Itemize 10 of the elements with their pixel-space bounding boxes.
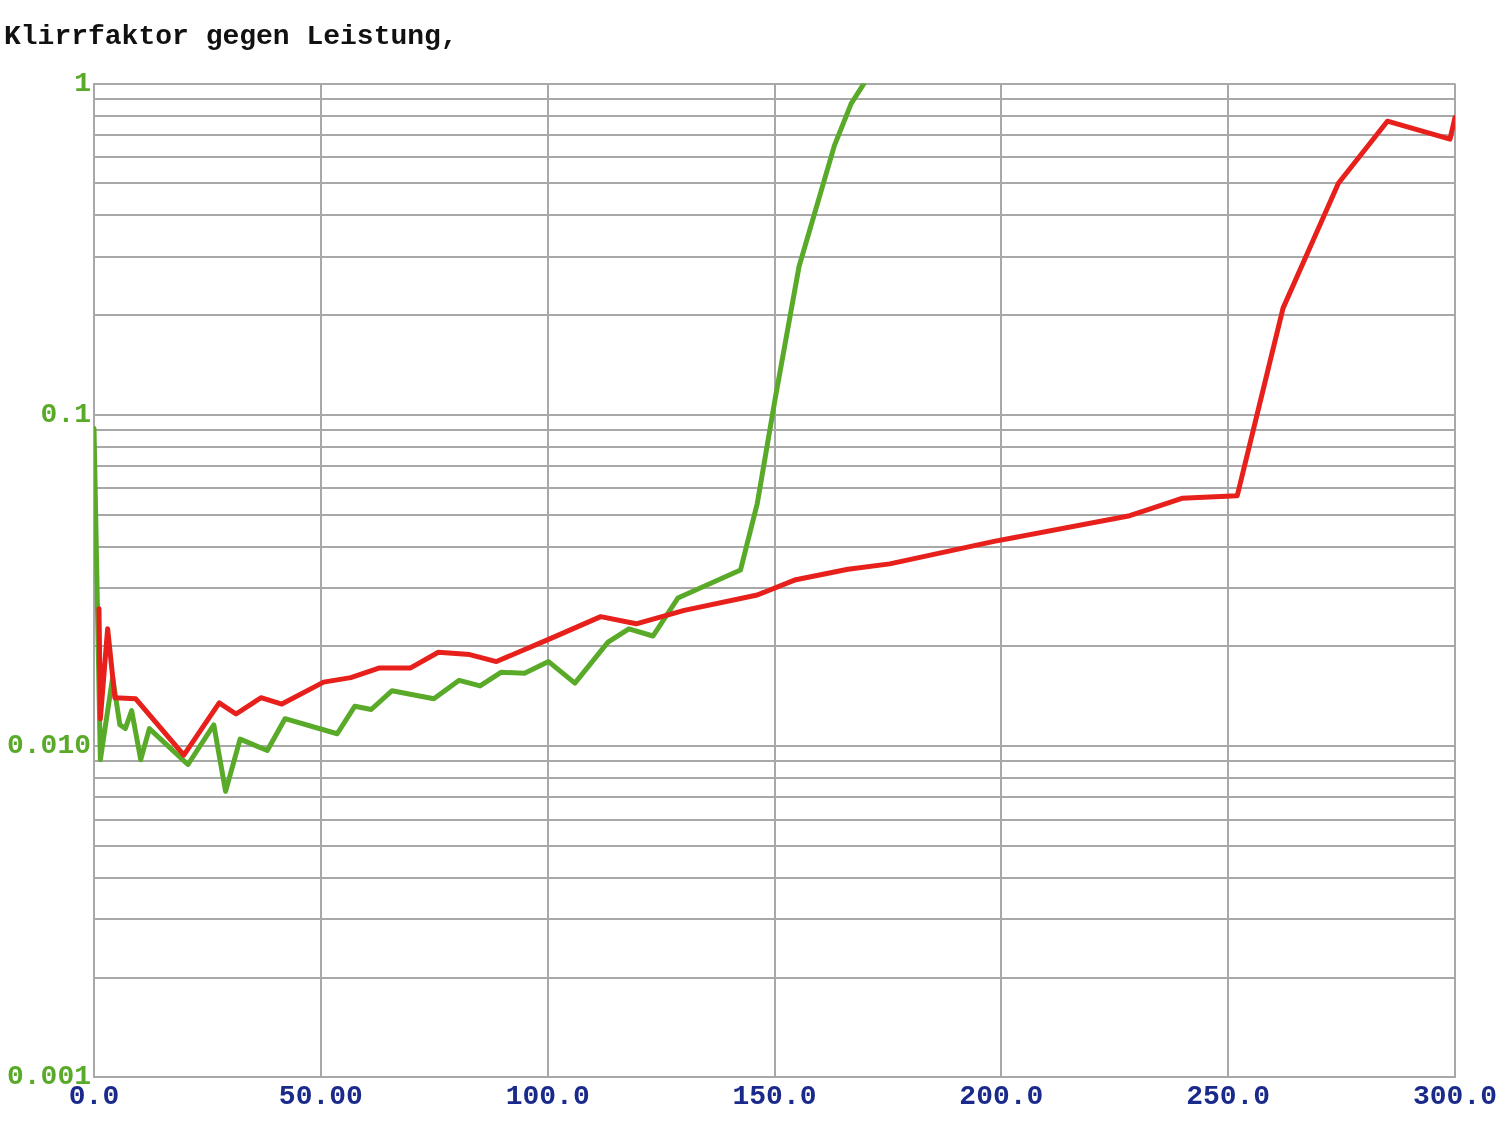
chart-title: Klirrfaktor gegen Leistung, bbox=[4, 20, 458, 52]
y-tick-label: 1 bbox=[74, 67, 92, 99]
x-tick-label: 50.00 bbox=[278, 1081, 363, 1113]
x-tick-label: 150.0 bbox=[732, 1081, 817, 1113]
y-tick-label: 0.010 bbox=[7, 730, 92, 762]
x-tick-label: 300.0 bbox=[1412, 1081, 1497, 1113]
x-tick-label: 100.0 bbox=[505, 1081, 590, 1113]
y-tick-label: 0.1 bbox=[40, 398, 92, 430]
x-tick-label: 200.0 bbox=[959, 1081, 1044, 1113]
x-tick-label: 250.0 bbox=[1186, 1081, 1271, 1113]
